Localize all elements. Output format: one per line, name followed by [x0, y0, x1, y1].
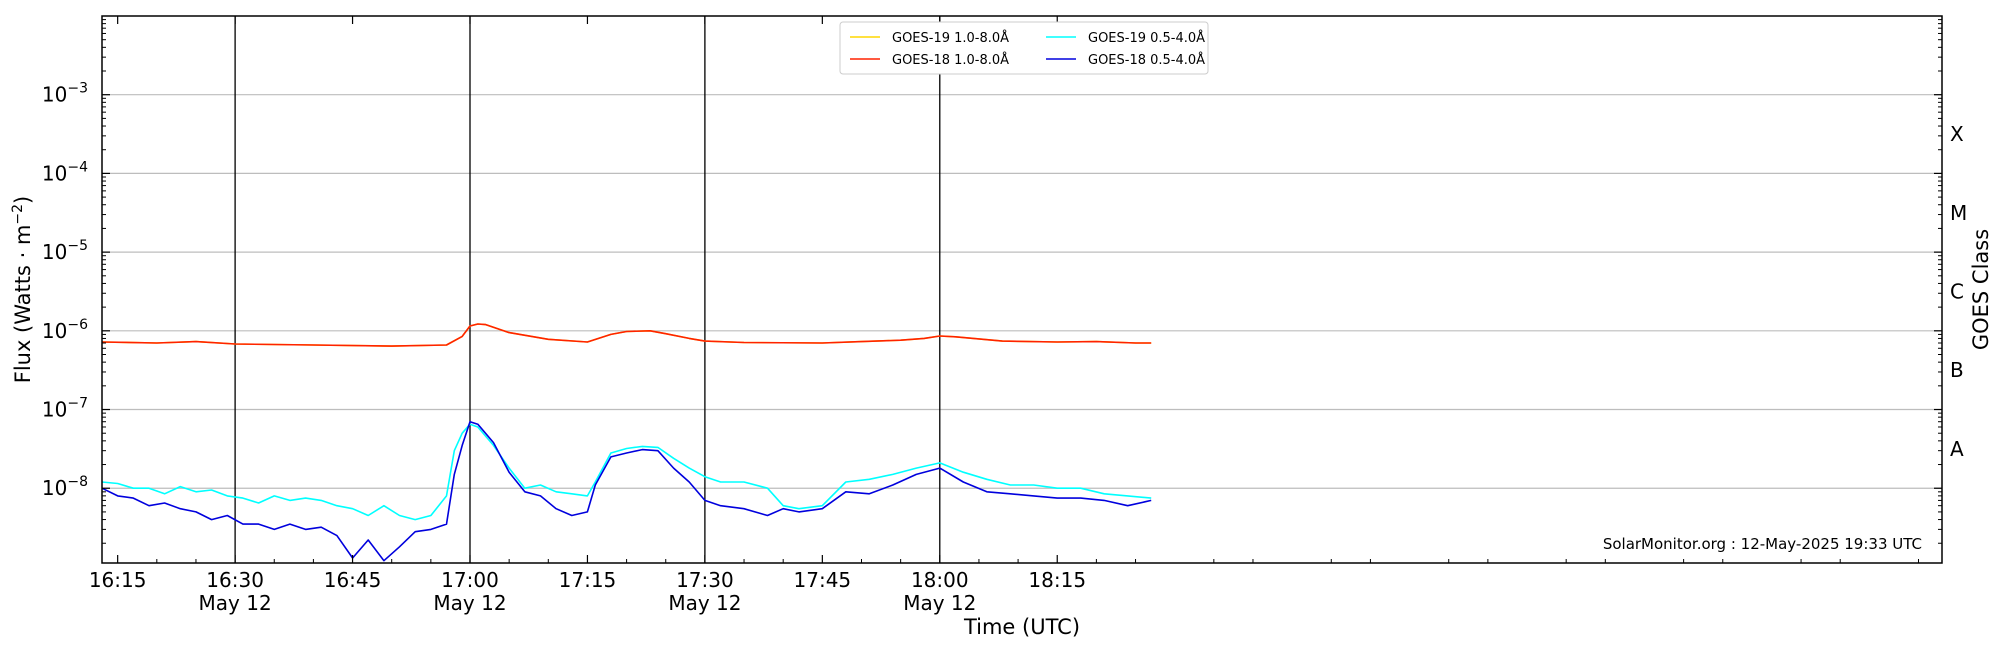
x-tick-date-label: May 12 — [903, 591, 976, 615]
plot-frame — [101, 15, 1943, 564]
x-tick-date-label: May 12 — [668, 591, 741, 615]
y-tick-label: 10−4 — [42, 159, 88, 185]
series-line — [101, 420, 1152, 562]
x-tick-date-label: May 12 — [433, 591, 506, 615]
legend: GOES-19 1.0-8.0Å GOES-18 1.0-8.0Å GOES-19 … — [839, 21, 1209, 75]
series-line — [101, 323, 1152, 347]
x-tick-label: 16:30 — [206, 568, 264, 592]
legend-label: GOES-18 0.5-4.0Å — [1088, 52, 1205, 68]
y-tick-label: 10−6 — [42, 317, 88, 343]
x-tick-label: 16:45 — [324, 568, 382, 592]
x-tick-label: 17:00 — [441, 568, 499, 592]
x-axis-title: Time (UTC) — [963, 615, 1080, 639]
ticks-layer — [102, 16, 1942, 563]
x-tick-label: 17:45 — [794, 568, 852, 592]
legend-label: GOES-19 1.0-8.0Å — [892, 30, 1009, 46]
legend-box — [839, 21, 1209, 75]
y-tick-label: 10−8 — [42, 474, 88, 500]
y-tick-label: 10−5 — [42, 238, 88, 264]
y-axis-title-tail: ) — [11, 196, 35, 204]
series-line — [101, 423, 1152, 521]
y-tick-label: 10−7 — [42, 396, 88, 422]
y-tick-label: 10−3 — [42, 81, 88, 107]
x-tick-label: 18:15 — [1028, 568, 1086, 592]
goes-class-label: A — [1950, 437, 1964, 461]
goes-class-axis-title: GOES Class — [1969, 229, 1993, 350]
grid-layer — [102, 16, 1942, 563]
series-line — [101, 323, 1152, 347]
x-tick-label: 18:00 — [911, 568, 969, 592]
legend-label: GOES-18 1.0-8.0Å — [892, 52, 1009, 68]
goes-class-label: C — [1950, 279, 1964, 303]
x-tick-label: 17:15 — [559, 568, 617, 592]
goes-class-label: M — [1950, 201, 1967, 225]
y-axis-title-sup: −2 — [10, 204, 26, 225]
goes-class-label: X — [1950, 122, 1964, 146]
x-tick-date-label: May 12 — [199, 591, 272, 615]
series-layer — [101, 323, 1152, 562]
x-tick-label: 17:30 — [676, 568, 734, 592]
credit-text: SolarMonitor.org : 12-May-2025 19:33 UTC — [1603, 535, 1922, 553]
legend-label: GOES-19 0.5-4.0Å — [1088, 30, 1205, 46]
x-tick-label: 16:15 — [89, 568, 147, 592]
y-axis-title-main: Flux (Watts · m — [11, 225, 35, 384]
goes-class-label: B — [1950, 358, 1964, 382]
y-axis-title: Flux (Watts · m−2) — [10, 196, 35, 384]
